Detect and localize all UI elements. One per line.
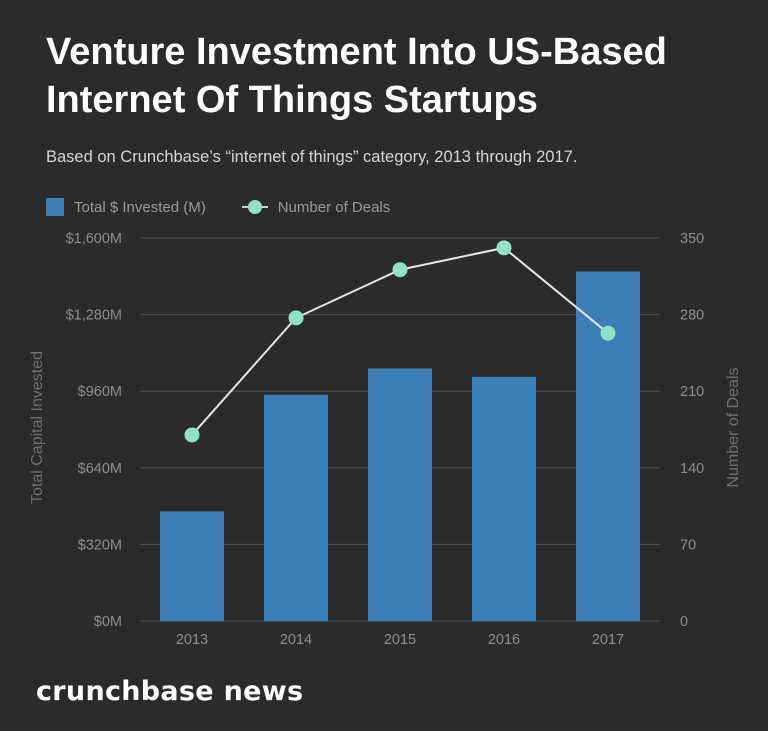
chart-subtitle: Based on Crunchbase’s “internet of thing… [46, 148, 578, 166]
y-left-tick-label: $1,280M [66, 308, 122, 324]
x-tick-label: 2016 [488, 632, 520, 648]
legend-bar-swatch [46, 198, 64, 216]
legend: Total $ Invested (M) Number of Deals [46, 196, 426, 218]
y-right-tick-label: 140 [680, 461, 704, 477]
y-right-tick-label: 350 [680, 231, 704, 247]
legend-line-marker [241, 200, 268, 214]
bar [264, 394, 328, 621]
y-left-tick-label: $1,600M [66, 231, 122, 247]
brand-logo: crunchbase news [36, 676, 304, 707]
y-left-tick-label: $0M [94, 614, 122, 630]
y-right-tick-label: 0 [680, 614, 688, 630]
x-tick-label: 2014 [280, 632, 312, 648]
legend-line-label: Number of Deals [277, 198, 391, 216]
y-right-tick-label: 70 [680, 537, 696, 553]
line-point [600, 325, 616, 341]
bar [368, 368, 432, 621]
y-left-tick-label: $640M [78, 461, 122, 477]
line-point [392, 262, 408, 278]
bar [472, 376, 536, 621]
y-left-axis-title: Total Capital Invested [29, 351, 46, 504]
line-point [288, 310, 304, 326]
chart-title: Venture Investment Into US-Based Interne… [46, 31, 667, 121]
line-point [496, 240, 512, 256]
y-left-tick-label: $320M [78, 537, 122, 553]
x-tick-label: 2015 [384, 632, 416, 648]
y-right-axis-title: Number of Deals [725, 367, 742, 487]
y-right-tick-label: 280 [680, 308, 704, 324]
line-point [184, 427, 200, 443]
y-left-tick-label: $960M [78, 384, 122, 400]
x-tick-label: 2017 [592, 632, 624, 648]
bar [160, 511, 224, 621]
bar [576, 271, 640, 621]
legend-bar-label: Total $ Invested (M) [74, 198, 206, 216]
x-tick-label: 2013 [176, 632, 208, 648]
y-right-tick-label: 210 [680, 384, 704, 400]
